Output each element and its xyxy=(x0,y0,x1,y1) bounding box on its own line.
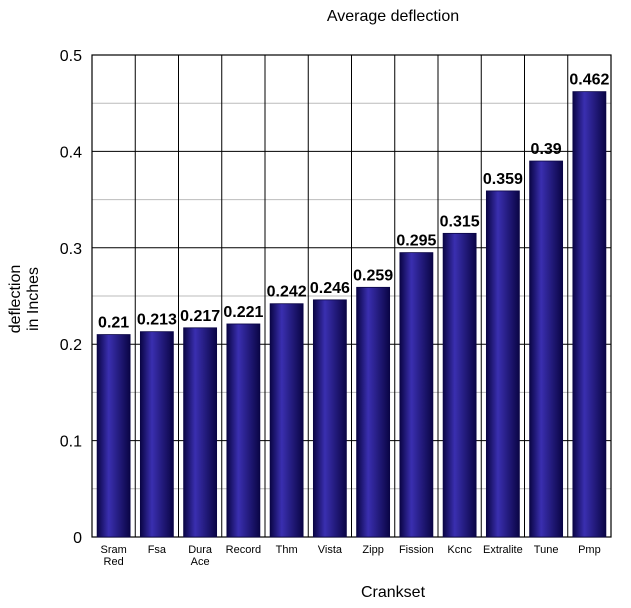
data-label: 0.221 xyxy=(223,304,263,321)
bar xyxy=(139,331,174,538)
data-label: 0.213 xyxy=(137,312,177,329)
y-tick-labels: 0 0.1 0.2 0.3 0.4 0.5 xyxy=(60,48,82,547)
x-category-label: Sram Red xyxy=(100,544,126,568)
y-tick-label: 0.5 xyxy=(60,48,82,65)
x-category-label: Fission xyxy=(399,544,434,556)
gridlines xyxy=(91,54,612,538)
chart-title: Average deflection xyxy=(327,8,459,25)
data-label: 0.295 xyxy=(396,233,436,250)
bar xyxy=(183,327,218,538)
x-category-label: Fsa xyxy=(148,544,167,556)
data-label: 0.359 xyxy=(483,171,523,188)
plot-frame xyxy=(91,54,612,538)
bar xyxy=(485,190,520,538)
y-tick-label: 0 xyxy=(73,530,82,547)
y-axis-label-text: deflectionin Inches xyxy=(7,265,42,334)
bar xyxy=(529,160,564,538)
data-label: 0.39 xyxy=(531,141,562,158)
x-category-label: Tune xyxy=(534,544,559,556)
y-tick-label: 0.3 xyxy=(60,241,82,258)
bar xyxy=(269,303,304,538)
y-tick-label: 0.4 xyxy=(60,144,82,161)
x-category-label: Zipp xyxy=(362,544,383,556)
bar xyxy=(399,252,434,538)
x-category-label: Kcnc xyxy=(447,544,472,556)
data-label: 0.246 xyxy=(310,280,350,297)
bar xyxy=(226,323,261,538)
x-category-labels: Sram Red Fsa Dura Ace Record Thm Vista Zipp Fissi… xyxy=(100,544,600,568)
x-category-label: Extralite xyxy=(483,544,523,556)
data-label: 0.217 xyxy=(180,308,220,325)
x-axis-label: Crankset xyxy=(361,584,426,601)
x-category-label: Vista xyxy=(318,544,343,556)
data-label: 0.315 xyxy=(440,213,480,230)
bars xyxy=(96,91,607,538)
y-tick-label: 0.1 xyxy=(60,434,82,451)
data-label: 0.259 xyxy=(353,267,393,284)
data-label: 0.462 xyxy=(569,72,609,89)
y-tick-label: 0.2 xyxy=(60,337,82,354)
x-category-label: Dura Ace xyxy=(188,544,213,568)
x-category-label: Pmp xyxy=(578,544,601,556)
bar xyxy=(442,232,477,538)
data-label: 0.242 xyxy=(267,284,307,301)
data-label: 0.21 xyxy=(98,315,129,332)
bar xyxy=(312,299,347,538)
x-category-label: Record xyxy=(226,544,261,556)
y-axis-label: deflectionin Inches xyxy=(7,265,42,334)
bar xyxy=(572,91,607,538)
x-category-label: Thm xyxy=(276,544,298,556)
bar xyxy=(96,334,131,538)
bar xyxy=(356,286,391,538)
